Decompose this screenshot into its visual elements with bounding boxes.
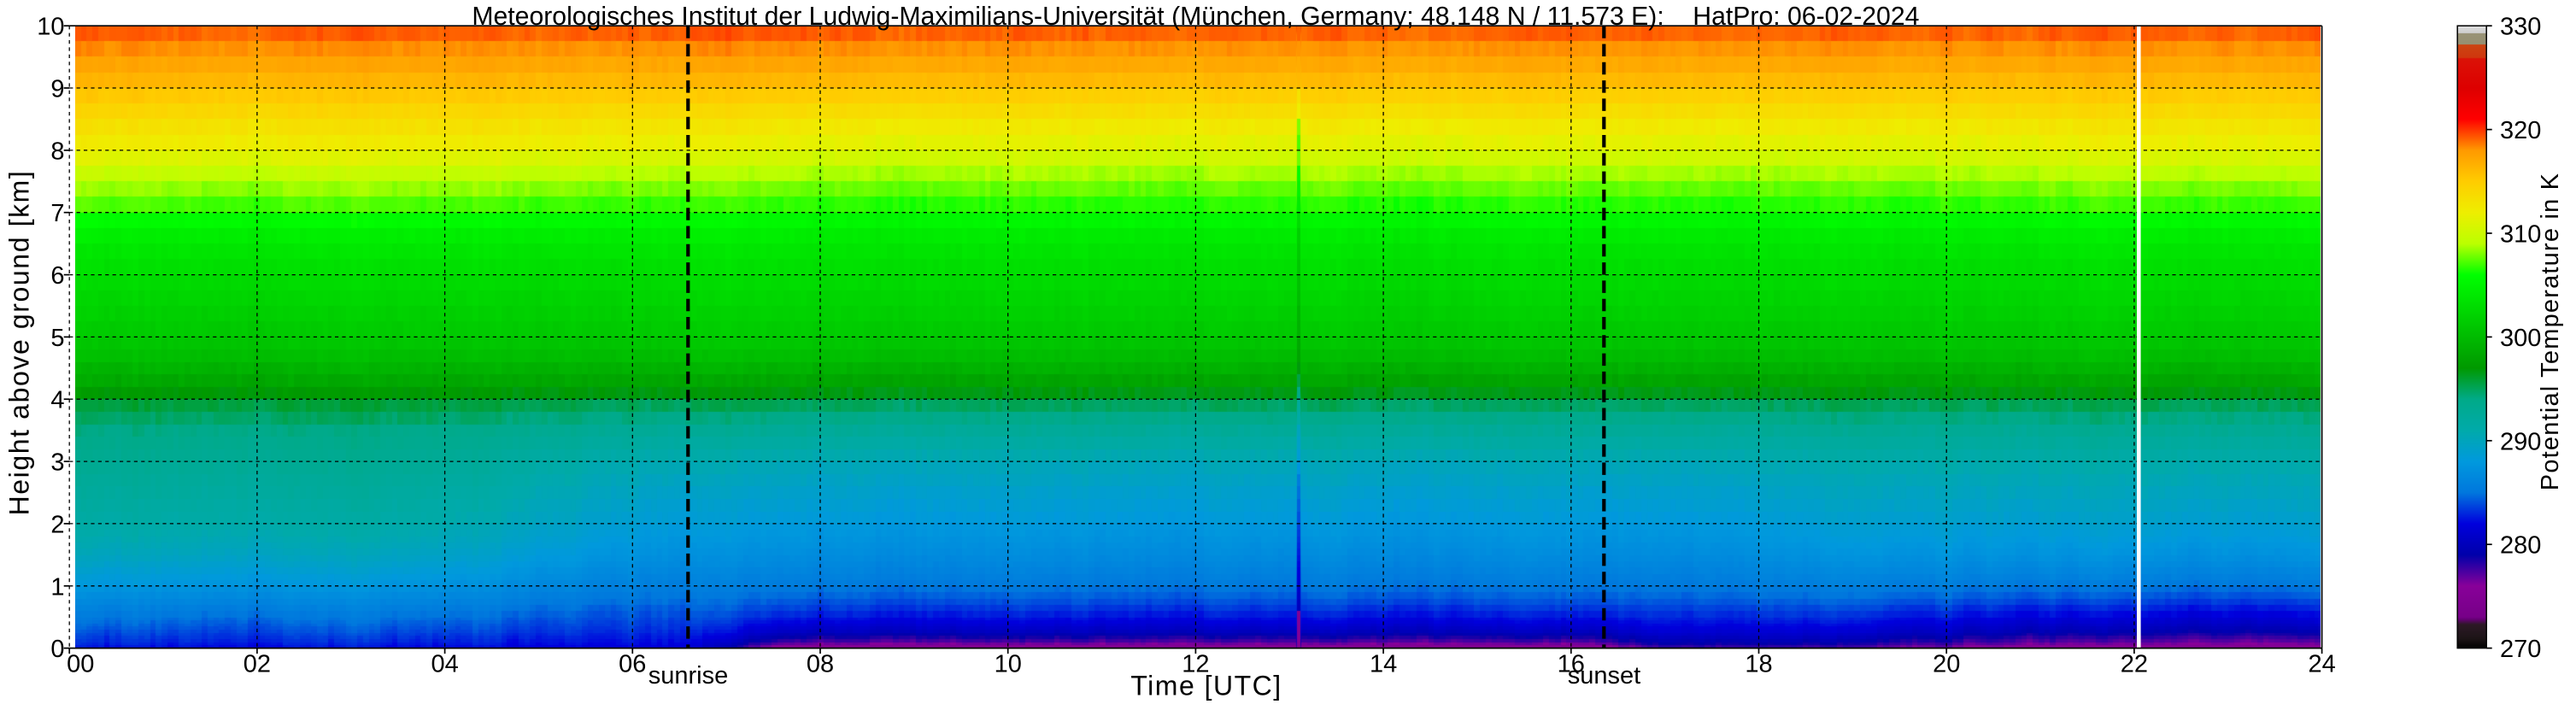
svg-text:Potential Temperature in K: Potential Temperature in K (2537, 173, 2564, 490)
svg-text:sunset: sunset (1568, 662, 1640, 689)
svg-text:5: 5 (50, 325, 64, 352)
svg-text:Time [UTC]: Time [UTC] (1130, 671, 1282, 701)
svg-text:7: 7 (50, 200, 64, 227)
svg-text:6: 6 (50, 262, 64, 290)
svg-text:4: 4 (50, 387, 64, 414)
svg-text:310: 310 (2500, 221, 2541, 249)
svg-text:24: 24 (2308, 650, 2335, 678)
svg-text:12: 12 (1182, 650, 1209, 678)
svg-text:16: 16 (1558, 650, 1585, 678)
svg-text:08: 08 (807, 650, 834, 678)
svg-text:0: 0 (50, 636, 64, 663)
svg-text:330: 330 (2500, 14, 2541, 41)
svg-text:10: 10 (995, 650, 1022, 678)
svg-text:Meteorologisches Institut der: Meteorologisches Institut der Ludwig-Max… (472, 3, 1919, 31)
svg-text:1: 1 (50, 573, 64, 601)
svg-text:18: 18 (1745, 650, 1772, 678)
svg-text:300: 300 (2500, 325, 2541, 352)
svg-text:04: 04 (431, 650, 458, 678)
svg-text:3: 3 (50, 449, 64, 477)
svg-text:290: 290 (2500, 428, 2541, 455)
svg-text:02: 02 (244, 650, 271, 678)
svg-text:2: 2 (50, 511, 64, 538)
svg-text:10: 10 (37, 14, 64, 41)
svg-text:14: 14 (1370, 650, 1397, 678)
svg-text:06: 06 (619, 650, 646, 678)
svg-text:8: 8 (50, 138, 64, 165)
svg-text:sunrise: sunrise (648, 662, 729, 689)
svg-text:280: 280 (2500, 532, 2541, 560)
svg-text:270: 270 (2500, 636, 2541, 663)
svg-text:22: 22 (2121, 650, 2148, 678)
svg-text:9: 9 (50, 76, 64, 103)
svg-text:20: 20 (1933, 650, 1960, 678)
svg-text:00: 00 (67, 650, 94, 678)
svg-text:Height above ground [km]: Height above ground [km] (4, 170, 35, 516)
svg-text:320: 320 (2500, 117, 2541, 144)
